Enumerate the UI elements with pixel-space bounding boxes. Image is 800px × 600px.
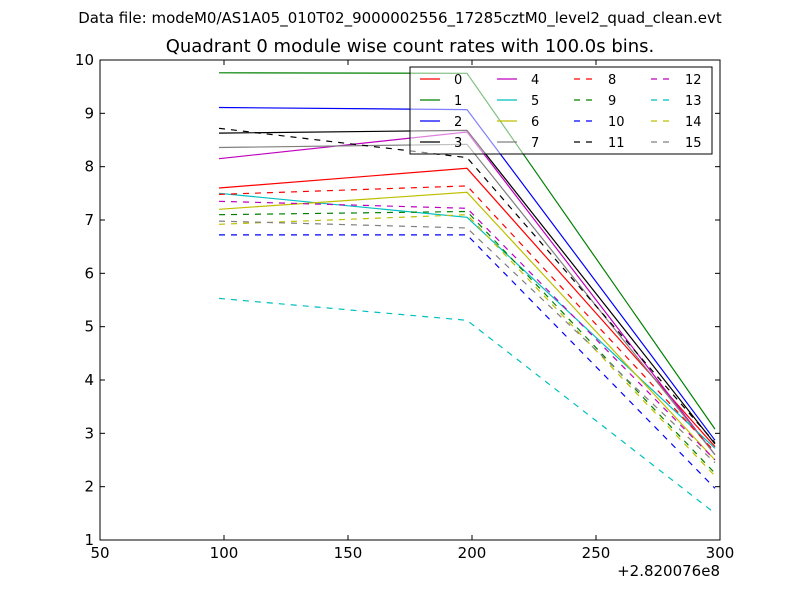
legend-label-12: 12	[685, 73, 702, 88]
axes-frame	[99, 59, 721, 541]
legend-label-10: 10	[608, 115, 625, 130]
legend-label-11: 11	[608, 136, 625, 151]
y-tick-label: 6	[84, 264, 94, 282]
x-tick-label: 250	[582, 544, 611, 562]
figure-suptitle: Data file: modeM0/AS1A05_010T02_90000025…	[78, 9, 722, 27]
legend-label-3: 3	[454, 136, 462, 151]
x-tick-label: 150	[334, 544, 363, 562]
series-line-12	[218, 200, 716, 461]
legend-label-15: 15	[685, 136, 702, 151]
series-line-13	[218, 297, 716, 514]
x-tick-label: 100	[210, 544, 239, 562]
legend-label-1: 1	[454, 94, 462, 109]
legend-box	[409, 66, 713, 155]
x-tick-label: 50	[90, 544, 109, 562]
y-tick-label: 7	[84, 211, 94, 229]
y-tick-label: 10	[75, 51, 94, 69]
legend-label-5: 5	[531, 94, 539, 109]
legend-label-2: 2	[454, 115, 462, 130]
x-tick-label: 300	[706, 544, 735, 562]
y-tick-label: 9	[84, 104, 94, 122]
y-tick-label: 4	[84, 371, 94, 389]
y-tick-label: 1	[84, 531, 94, 549]
x-tick-label: 200	[458, 544, 487, 562]
series-line-6	[218, 191, 716, 461]
chart-title: Quadrant 0 module wise count rates with …	[165, 36, 655, 57]
legend-label-0: 0	[454, 73, 462, 88]
x-offset-label: +2.820076e8	[617, 562, 720, 580]
legend-label-6: 6	[531, 115, 539, 130]
y-tick-label: 2	[84, 478, 94, 496]
series-line-0	[218, 167, 716, 448]
y-tick-label: 8	[84, 158, 94, 176]
y-tick-label: 3	[84, 424, 94, 442]
y-tick-label: 5	[84, 318, 94, 336]
legend-label-7: 7	[531, 136, 539, 151]
legend-label-14: 14	[685, 115, 702, 130]
legend-label-8: 8	[608, 73, 616, 88]
legend-label-13: 13	[685, 94, 702, 109]
series-line-10	[219, 234, 716, 489]
legend-label-9: 9	[608, 94, 616, 109]
legend-label-4: 4	[531, 73, 539, 88]
